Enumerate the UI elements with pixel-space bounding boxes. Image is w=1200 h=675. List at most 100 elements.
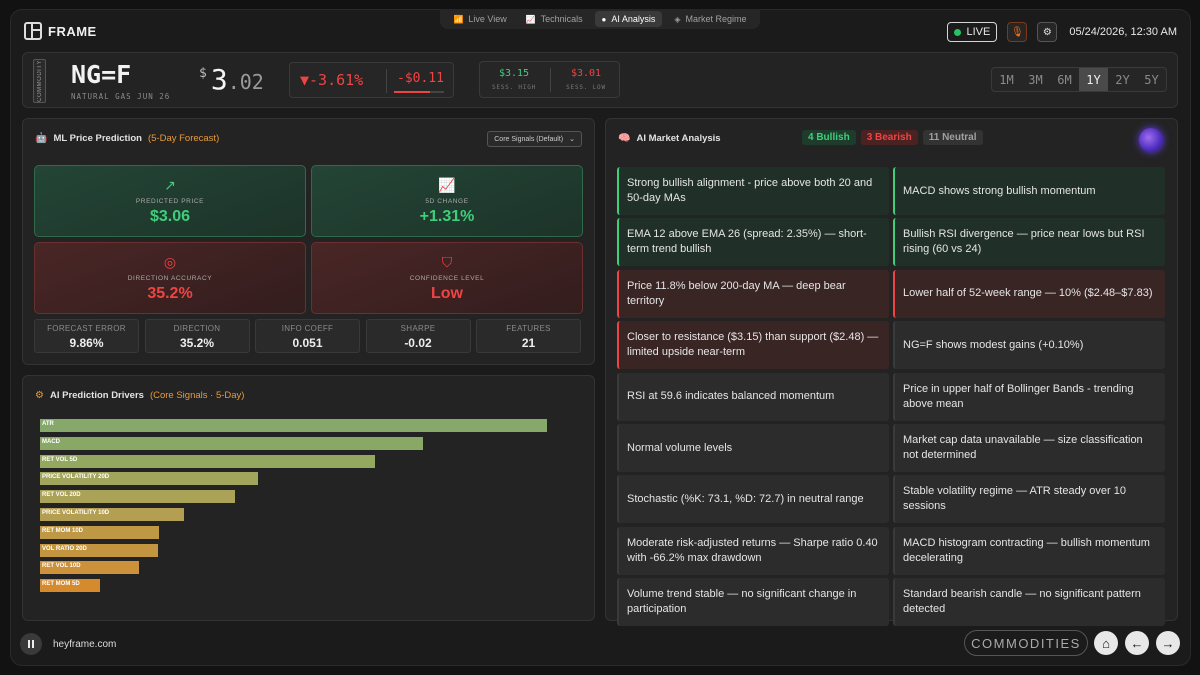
panel-title: ⚙ AI Prediction Drivers (Core Signals · … [35, 390, 245, 401]
live-button[interactable]: LIVE [947, 22, 998, 42]
neutral-count-badge[interactable]: 11 Neutral [922, 130, 983, 145]
range-6m[interactable]: 6M [1057, 72, 1072, 87]
analysis-signal-bull: MACD shows strong bullish momentum [893, 167, 1165, 215]
frame-logo-icon [24, 22, 42, 40]
tab-live-view[interactable]: 📶 Live View [453, 14, 507, 24]
analysis-signal-neu: Normal volume levels [617, 424, 889, 472]
analysis-signal-bear: Closer to resistance ($3.15) than suppor… [617, 321, 889, 370]
analysis-signal-neu: Volume trend stable — no significant cha… [617, 578, 889, 627]
range-2y[interactable]: 2Y [1115, 72, 1130, 87]
bullish-count-badge[interactable]: 4 Bullish [802, 130, 856, 145]
driver-bar-label: PRICE VOLATILITY 10D [42, 510, 110, 516]
chart-icon: 📈 [525, 14, 536, 24]
gears-icon: ⚙ [35, 390, 44, 401]
metric-forecast-error: FORECAST ERROR 9.86% [34, 319, 139, 353]
driver-bar-ret-vol-5d[interactable]: RET VOL 5D [40, 454, 375, 468]
driver-bar-label: PRICE VOLATILITY 20D [42, 474, 110, 481]
top-nav: 📶 Live View 📈 Technicals ● AI Analysis ◈ Mar… [440, 9, 760, 29]
analysis-signal-neu: Moderate risk-adjusted returns — Sharpe … [617, 526, 889, 575]
datetime: 05/24/2026, 12:30 AM [1069, 26, 1177, 38]
ticker-name: NATURAL GAS JUN 26 [71, 92, 171, 101]
asset-class-tag: COMMODITY [33, 59, 46, 103]
prediction-card-predicted-price: ↗ PREDICTED PRICE $3.06 [34, 165, 306, 237]
panel-title: 🤖 ML Price Prediction (5-Day Forecast) [35, 133, 220, 144]
prediction-card-direction-accuracy: ◎ DIRECTION ACCURACY 35.2% [34, 242, 306, 314]
driver-bar-ret-vol-10d[interactable]: RET VOL 10D [40, 561, 139, 575]
metric-features: FEATURES 21 [476, 319, 581, 353]
change-percent: ▼-3.61% [300, 71, 364, 89]
current-price: $ 3 .02 [199, 63, 264, 96]
pause-icon [28, 640, 30, 648]
driver-bar-label: RET VOL 5D [42, 456, 78, 463]
driver-bar-ret-vol-20d[interactable]: RET VOL 20D [40, 490, 236, 504]
analysis-signal-neu: RSI at 59.6 indicates balanced momentum [617, 372, 889, 421]
analysis-signal-bear: Lower half of 52-week range — 10% ($2.48… [893, 269, 1165, 318]
brand-logo[interactable]: FRAME [24, 22, 97, 40]
forward-button[interactable]: → [1156, 631, 1180, 655]
analysis-signal-bull: Strong bullish alignment - price above b… [617, 167, 889, 215]
settings-button[interactable]: ⚙ [1037, 22, 1058, 42]
range-5y[interactable]: 5Y [1144, 72, 1159, 87]
analysis-signal-bear: Price 11.8% below 200-day MA — deep bear… [617, 269, 889, 318]
robot-icon: 🤖 [35, 133, 48, 144]
arrow-right-icon: → [1161, 635, 1175, 651]
trend-up-icon: ↗ [164, 177, 176, 193]
arrow-left-icon: ← [1130, 635, 1144, 651]
metric-info-coeff: INFO COEFF 0.051 [255, 319, 360, 353]
ticker-symbol: NG=F [71, 60, 132, 89]
analysis-signal-neu: Price in upper half of Bollinger Bands -… [893, 372, 1165, 421]
driver-bar-ret-mom-5d[interactable]: RET MOM 5D [40, 579, 100, 593]
driver-bar-label: VOL RATIO 20D [42, 545, 87, 552]
range-selector: 1M 3M 6M 1Y 2Y 5Y [991, 67, 1167, 92]
driver-bar-label: RET VOL 20D [42, 492, 81, 499]
driver-bar-macd[interactable]: MACD [40, 436, 423, 450]
driver-bar-label: MACD [42, 438, 60, 445]
driver-bar-price-volatility-10d[interactable]: PRICE VOLATILITY 10D [40, 508, 185, 521]
microphone-button[interactable]: 🎙 [1007, 22, 1028, 42]
ai-orb-icon[interactable] [1139, 128, 1163, 152]
analysis-signal-bull: EMA 12 above EMA 26 (spread: 2.35%) — sh… [617, 218, 889, 267]
tab-technicals[interactable]: 📈 Technicals [525, 14, 583, 24]
brain-icon: ● [601, 14, 607, 24]
driver-bar-price-volatility-20d[interactable]: PRICE VOLATILITY 20D [40, 472, 258, 486]
analysis-signal-neu: Market cap data unavailable — size class… [893, 424, 1165, 472]
driver-bar-ret-mom-10d[interactable]: RET MOM 10D [40, 525, 160, 539]
tab-market-regime[interactable]: ◈ Market Regime [674, 14, 747, 24]
range-3m[interactable]: 3M [1028, 72, 1043, 87]
tab-ai-analysis[interactable]: ● AI Analysis [594, 11, 663, 27]
home-icon: ⌂ [1102, 635, 1110, 651]
layers-icon: ◈ [674, 14, 681, 24]
change-absolute: -$0.11 [397, 71, 444, 86]
bearish-count-badge[interactable]: 3 Bearish [860, 130, 918, 145]
range-1m[interactable]: 1M [999, 72, 1014, 87]
signal-counts: 4 Bullish 3 Bearish 11 Neutral [802, 130, 983, 145]
top-right-controls: LIVE 🎙 ⚙ 05/24/2026, 12:30 AM [947, 22, 1177, 42]
session-high: $3.15 [498, 68, 530, 79]
analysis-signal-neu: NG=F shows modest gains (+0.10%) [893, 321, 1165, 370]
analysis-signal-neu: MACD histogram contracting — bullish mom… [893, 526, 1165, 575]
driver-bar-atr[interactable]: ATR [40, 419, 547, 432]
back-button[interactable]: ← [1125, 631, 1149, 655]
signal-set-select[interactable]: Core Signals (Default) ⌄ [487, 131, 582, 147]
shield-icon: ⛉ [441, 254, 453, 270]
target-icon: ◎ [163, 254, 177, 270]
prediction-card-confidence-level: ⛉ CONFIDENCE LEVEL Low [311, 242, 583, 314]
driver-bar-label: RET VOL 10D [42, 563, 81, 570]
analysis-signal-neu: Stochastic (%K: 73.1, %D: 72.7) in neutr… [617, 475, 889, 524]
analysis-signal-bull: Bullish RSI divergence — price near lows… [893, 218, 1165, 267]
price-change-box: ▼-3.61% -$0.11 [289, 62, 454, 98]
range-1y[interactable]: 1Y [1079, 68, 1108, 91]
change-bar [394, 91, 444, 93]
category-pill[interactable]: COMMODITIES [964, 630, 1088, 656]
live-dot-icon [954, 28, 962, 36]
metric-direction: DIRECTION 35.2% [144, 319, 250, 353]
ticker-header: COMMODITY NG=F NATURAL GAS JUN 26 $ 3 .0… [22, 52, 1178, 108]
session-low: $3.01 [570, 68, 602, 79]
panel-title: 🧠 AI Market Analysis [618, 133, 721, 144]
pause-button[interactable] [20, 633, 42, 655]
driver-bar-vol-ratio-20d[interactable]: VOL RATIO 20D [40, 543, 158, 557]
home-button[interactable]: ⌂ [1094, 631, 1118, 655]
brain-icon: 🧠 [618, 133, 631, 144]
site-link[interactable]: heyframe.com [53, 639, 117, 650]
signal-icon: 📶 [453, 14, 464, 24]
